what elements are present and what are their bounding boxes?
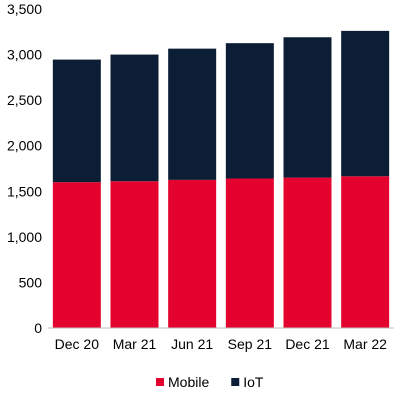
bar-mobile-mar-22 — [341, 176, 390, 328]
y-tick-label: 1,000 — [7, 229, 42, 245]
y-axis: 0 500 1,000 1,500 2,000 2,500 3,000 3,500 — [7, 1, 42, 336]
y-tick-label: 0 — [34, 320, 42, 336]
bar-iot-mar-21 — [110, 54, 159, 182]
x-tick-label: Dec 21 — [285, 336, 330, 352]
bars-group — [52, 30, 390, 328]
y-tick-label: 2,500 — [7, 92, 42, 108]
x-axis: Dec 20 Mar 21 Jun 21 Sep 21 Dec 21 Mar 22 — [48, 327, 394, 352]
x-tick-label: Mar 22 — [343, 336, 387, 352]
bar-iot-jun-21 — [168, 48, 217, 180]
legend: Mobile IoT — [156, 374, 264, 390]
x-tick-label: Dec 20 — [55, 336, 100, 352]
x-tick-label: Mar 21 — [113, 336, 157, 352]
x-tick-label: Sep 21 — [228, 336, 273, 352]
y-tick-label: 1,500 — [7, 183, 42, 199]
legend-label-mobile: Mobile — [168, 374, 209, 390]
bar-iot-dec-21 — [283, 37, 332, 178]
bar-iot-sep-21 — [225, 43, 274, 179]
bar-mobile-jun-21 — [168, 179, 217, 328]
bar-mobile-dec-21 — [283, 177, 332, 328]
bar-iot-mar-22 — [341, 30, 390, 177]
legend-swatch-mobile — [156, 378, 164, 386]
y-tick-label: 2,000 — [7, 138, 42, 154]
y-tick-label: 3,000 — [7, 47, 42, 63]
bar-iot-dec-20 — [52, 59, 101, 183]
legend-label-iot: IoT — [243, 374, 264, 390]
bar-mobile-dec-20 — [52, 182, 101, 328]
bar-mobile-mar-21 — [110, 181, 159, 328]
bar-mobile-sep-21 — [225, 178, 274, 328]
legend-swatch-iot — [231, 378, 240, 386]
x-tick-label: Jun 21 — [171, 336, 213, 352]
y-tick-label: 3,500 — [7, 1, 42, 17]
y-tick-label: 500 — [19, 274, 43, 290]
